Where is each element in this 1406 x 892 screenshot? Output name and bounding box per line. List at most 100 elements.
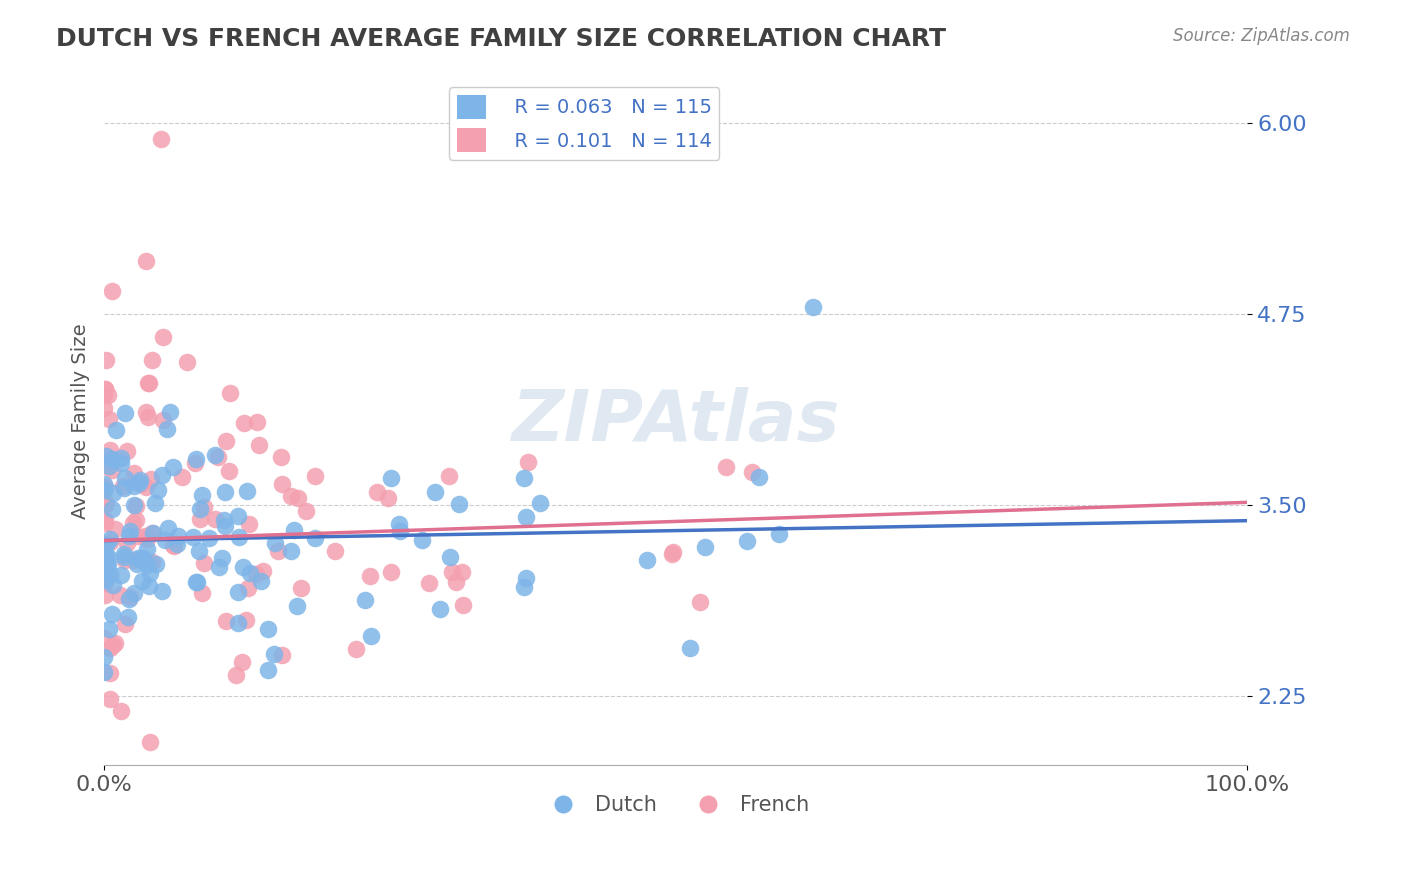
Point bbox=[176, 355, 198, 369]
Point bbox=[208, 559, 231, 574]
Point bbox=[228, 531, 250, 545]
Point bbox=[94, 549, 117, 563]
Point bbox=[267, 544, 290, 558]
Point bbox=[93, 477, 115, 491]
Point bbox=[418, 575, 440, 590]
Legend: Dutch, French: Dutch, French bbox=[534, 787, 817, 823]
Point bbox=[143, 495, 166, 509]
Point bbox=[233, 416, 256, 430]
Point bbox=[218, 464, 240, 478]
Point bbox=[263, 647, 285, 661]
Point bbox=[388, 517, 411, 532]
Point bbox=[110, 705, 132, 719]
Point bbox=[94, 480, 117, 494]
Point bbox=[304, 531, 326, 545]
Point bbox=[110, 456, 132, 470]
Point bbox=[93, 382, 115, 396]
Point bbox=[247, 438, 270, 452]
Point bbox=[98, 442, 121, 457]
Point bbox=[105, 423, 128, 437]
Point bbox=[125, 529, 148, 543]
Point bbox=[359, 569, 381, 583]
Point bbox=[380, 471, 402, 485]
Point bbox=[377, 491, 399, 505]
Point bbox=[138, 376, 160, 391]
Point bbox=[122, 498, 145, 512]
Point bbox=[184, 451, 207, 466]
Point bbox=[93, 483, 115, 498]
Point bbox=[304, 469, 326, 483]
Point bbox=[125, 513, 148, 527]
Point bbox=[150, 467, 173, 482]
Point bbox=[129, 552, 152, 566]
Point bbox=[94, 575, 117, 590]
Point bbox=[139, 472, 162, 486]
Point bbox=[124, 478, 146, 492]
Point bbox=[118, 591, 141, 606]
Point bbox=[280, 544, 302, 558]
Text: ZIPAtlas: ZIPAtlas bbox=[512, 387, 839, 456]
Point bbox=[97, 458, 120, 473]
Point bbox=[661, 547, 683, 561]
Point bbox=[748, 470, 770, 484]
Point bbox=[429, 601, 451, 615]
Point bbox=[153, 533, 176, 547]
Point bbox=[94, 513, 117, 527]
Point bbox=[245, 566, 267, 581]
Point bbox=[136, 558, 159, 573]
Point bbox=[115, 536, 138, 550]
Point bbox=[103, 486, 125, 500]
Point bbox=[98, 566, 121, 581]
Point bbox=[188, 512, 211, 526]
Point bbox=[290, 581, 312, 595]
Point bbox=[204, 512, 226, 526]
Point bbox=[636, 553, 658, 567]
Point bbox=[226, 584, 249, 599]
Point bbox=[232, 560, 254, 574]
Point bbox=[110, 450, 132, 465]
Point bbox=[425, 485, 447, 500]
Point bbox=[159, 405, 181, 419]
Point bbox=[97, 459, 120, 474]
Point bbox=[98, 412, 121, 426]
Point bbox=[127, 557, 149, 571]
Point bbox=[270, 450, 292, 464]
Point bbox=[186, 574, 208, 589]
Point bbox=[98, 692, 121, 706]
Point bbox=[231, 655, 253, 669]
Point bbox=[389, 524, 412, 538]
Point bbox=[134, 529, 156, 543]
Point bbox=[114, 553, 136, 567]
Point bbox=[139, 566, 162, 580]
Point bbox=[114, 550, 136, 565]
Point bbox=[150, 584, 173, 599]
Point bbox=[124, 466, 146, 480]
Point bbox=[225, 667, 247, 681]
Point bbox=[263, 536, 285, 550]
Point bbox=[191, 586, 214, 600]
Point bbox=[135, 253, 157, 268]
Point bbox=[112, 548, 135, 562]
Point bbox=[163, 539, 186, 553]
Point bbox=[287, 491, 309, 505]
Point bbox=[112, 481, 135, 495]
Point bbox=[93, 387, 115, 401]
Point bbox=[226, 508, 249, 523]
Point bbox=[93, 631, 115, 645]
Point bbox=[181, 530, 204, 544]
Point bbox=[236, 484, 259, 499]
Point bbox=[103, 636, 125, 650]
Point bbox=[295, 503, 318, 517]
Point bbox=[94, 516, 117, 530]
Point bbox=[238, 516, 260, 531]
Point bbox=[142, 525, 165, 540]
Point bbox=[93, 541, 115, 555]
Point bbox=[128, 475, 150, 490]
Point bbox=[122, 553, 145, 567]
Point bbox=[93, 537, 115, 551]
Point bbox=[117, 610, 139, 624]
Point bbox=[152, 330, 174, 344]
Point bbox=[156, 422, 179, 436]
Point bbox=[529, 496, 551, 510]
Text: Source: ZipAtlas.com: Source: ZipAtlas.com bbox=[1173, 27, 1350, 45]
